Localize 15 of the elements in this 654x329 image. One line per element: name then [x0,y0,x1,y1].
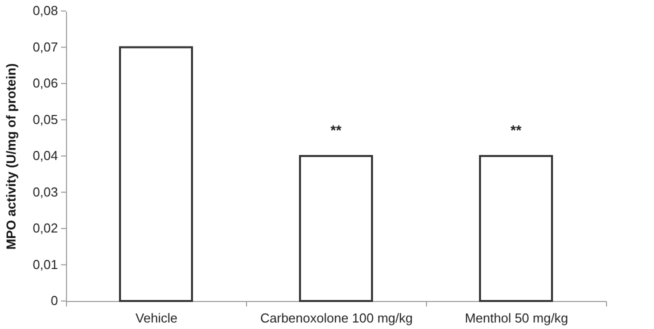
y-tick-label: 0,07 [32,39,58,54]
y-tick-label: 0,08 [32,3,58,18]
y-tick-label: 0 [50,293,58,308]
y-tick-label: 0,05 [32,112,58,127]
y-tick-label: 0,06 [32,76,58,90]
y-tick-label: 0,04 [32,148,58,163]
x-tick-label: Menthol 50 mg/kg [464,310,568,326]
annotation: ** [330,122,342,138]
x-tick-label: Vehicle [136,310,178,326]
y-axis-title: MPO activity (U/mg of protein) [4,63,18,250]
annotation: ** [510,122,522,138]
x-tick-label: Carbenoxolone 100 mg/kg [260,310,413,326]
y-tick-label: 0,01 [32,256,58,272]
y-tick-label: 0,03 [32,184,58,200]
y-tick-label: 0,02 [32,220,58,236]
